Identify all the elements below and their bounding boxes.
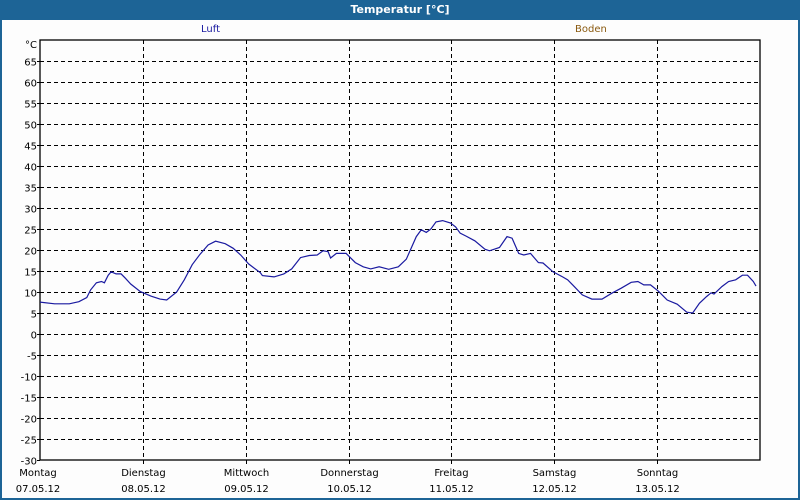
y-tick-label: -25 — [21, 436, 37, 447]
y-tick-label: 60 — [24, 79, 37, 90]
x-tick-day: Freitag — [434, 468, 468, 479]
y-tick-label: -30 — [21, 457, 37, 468]
x-tick-day: Samstag — [533, 468, 577, 479]
y-tick-label: -5 — [27, 352, 37, 363]
y-tick-label: 0 — [31, 331, 37, 342]
x-axis: Montag 07.05.12 Dienstag 08.05.12 Mittwoch 09… — [16, 468, 680, 495]
plot-area-border — [39, 39, 761, 461]
y-tick-label: 40 — [24, 163, 37, 174]
series-luft — [39, 219, 757, 314]
y-tick-label: 5 — [31, 310, 37, 321]
y-tick-label: 30 — [24, 205, 37, 216]
x-tick-date: 08.05.12 — [121, 484, 166, 495]
x-tick-date: 11.05.12 — [429, 484, 474, 495]
x-tick-day: Montag — [19, 468, 56, 479]
legend-luft: Luft — [201, 24, 220, 35]
y-tick-label: 65 — [24, 58, 37, 69]
y-tick-label: -20 — [21, 415, 37, 426]
x-tick-day: Donnerstag — [320, 468, 378, 479]
grid-lines — [40, 40, 760, 464]
y-axis: °C65605550454035302520151050-5-10-15-20-… — [21, 40, 40, 468]
y-unit-label: °C — [25, 40, 37, 51]
y-tick-label: 15 — [24, 268, 37, 279]
y-tick-label: -10 — [21, 373, 37, 384]
x-tick-day: Dienstag — [121, 468, 166, 479]
y-tick-label: -15 — [21, 394, 37, 405]
x-tick-date: 09.05.12 — [224, 484, 269, 495]
x-tick-date: 07.05.12 — [16, 484, 61, 495]
x-tick-date: 12.05.12 — [532, 484, 577, 495]
legend-boden: Boden — [575, 24, 607, 35]
series-lines — [39, 219, 757, 314]
y-tick-label: 55 — [24, 100, 37, 111]
x-tick-day: Mittwoch — [224, 468, 269, 479]
x-tick-date: 10.05.12 — [327, 484, 372, 495]
y-tick-label: 25 — [24, 226, 37, 237]
y-tick-label: 45 — [24, 142, 37, 153]
y-tick-label: 10 — [24, 289, 37, 300]
y-tick-label: 50 — [24, 121, 37, 132]
x-tick-date: 13.05.12 — [635, 484, 680, 495]
y-tick-label: 20 — [24, 247, 37, 258]
chart-title: Temperatur [°C] — [0, 0, 800, 20]
y-tick-label: 35 — [24, 184, 37, 195]
x-tick-day: Sonntag — [637, 468, 679, 479]
